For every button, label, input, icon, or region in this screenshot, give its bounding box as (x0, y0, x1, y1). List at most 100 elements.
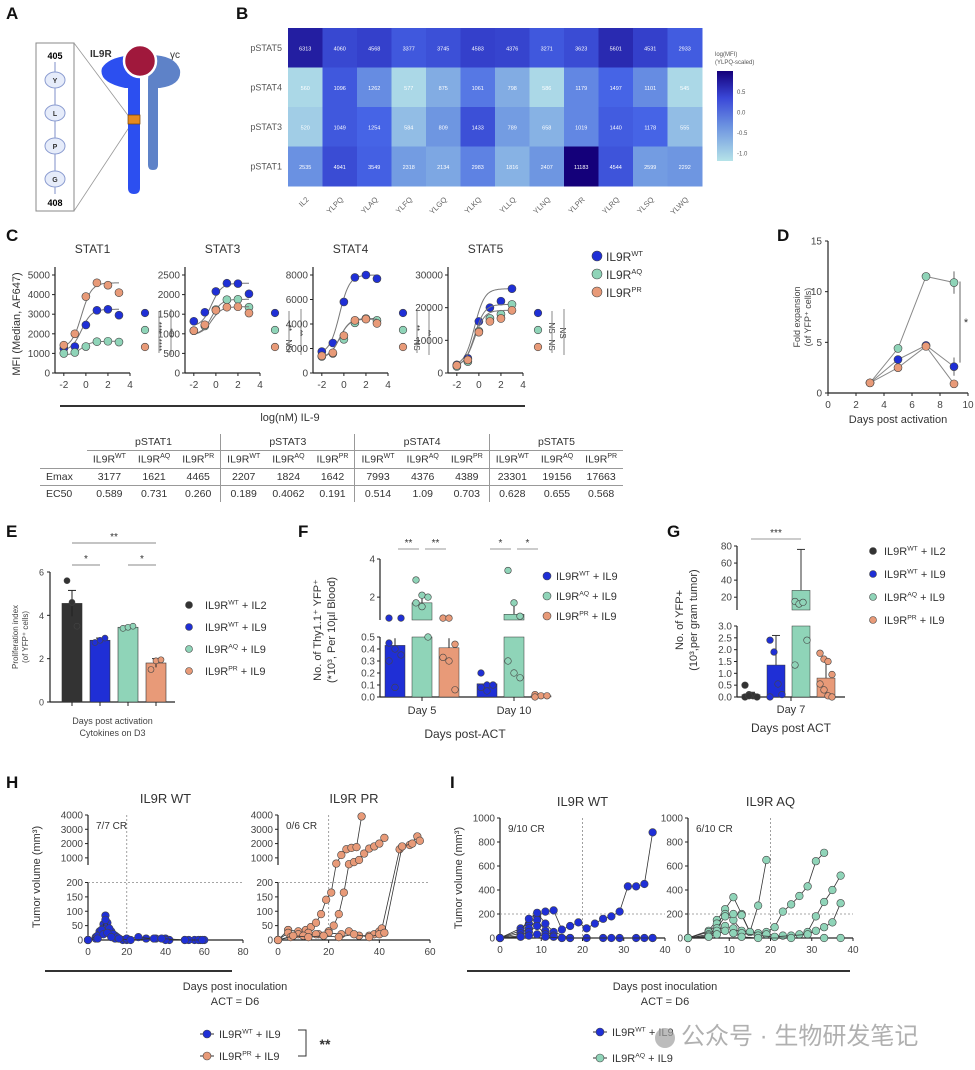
heatmap-cell-value: 809 (439, 125, 448, 131)
y-tick-label: 600 (666, 862, 683, 873)
x-tick-label: 0 (341, 380, 347, 391)
table-cell: 0.4062 (272, 487, 305, 500)
y-tick-label: 0.0 (361, 693, 375, 704)
data-point-pr (233, 302, 243, 312)
data-point (648, 933, 657, 943)
data-point-wt (350, 273, 360, 282)
data-point (273, 935, 283, 945)
data-point-wt (244, 289, 254, 299)
y-tick-label: 3000 (251, 825, 274, 836)
table-cell: 0.589 (96, 487, 123, 500)
data-point (334, 910, 343, 919)
legend-label: IL9RWT + IL2 (205, 600, 267, 612)
data-point (582, 924, 591, 933)
y-axis-title: No. of YFP+ (674, 590, 686, 650)
x-tick-label: 30 (618, 945, 630, 956)
heatmap-cell-value: 586 (542, 86, 551, 92)
panel-label-c: C (6, 226, 19, 245)
heatmap-cell (357, 146, 392, 187)
heatmap-row-label: pSTAT3 (250, 122, 282, 132)
data-point-aq (92, 337, 102, 346)
significance-marker: ** (423, 330, 432, 336)
data-point (129, 622, 137, 630)
data-point-pr (507, 305, 517, 315)
y-tick-label: 50 (72, 921, 84, 932)
y-tick-label: 1.5 (718, 657, 732, 668)
y-tick-label: 1000 (61, 853, 84, 864)
data-point-wt (949, 362, 959, 371)
data-point-pr (452, 361, 462, 370)
significance-marker: ** (110, 532, 118, 543)
significance-marker: * (964, 317, 969, 329)
table-cell: 4376 (400, 467, 445, 486)
y-tick-label: 0 (77, 936, 83, 947)
residue-bubble (44, 137, 66, 155)
x-tick-label: -2 (189, 380, 198, 391)
heatmap-cell (426, 146, 461, 187)
x-tick-label: -2 (59, 380, 68, 391)
tumor-curve (687, 930, 841, 939)
heatmap-cell-value: 3271 (541, 46, 553, 52)
data-point (640, 879, 649, 889)
x-tick-label: 0 (685, 945, 691, 956)
data-point (721, 926, 730, 935)
data-point-aq (81, 342, 91, 351)
data-point (754, 901, 763, 910)
data-point (795, 930, 804, 939)
data-point (543, 692, 551, 700)
cr-annotation: 7/7 CR (96, 821, 127, 832)
significance-marker: *** (165, 328, 174, 337)
data-point-wt (103, 304, 113, 314)
data-point (375, 839, 384, 848)
residue-label: Y (53, 78, 58, 85)
data-point (704, 932, 713, 941)
data-point (477, 669, 485, 677)
legend-label: IL9RAQ + IL9 (556, 591, 617, 603)
data-point (828, 918, 837, 927)
y-tick-label: 2500 (158, 271, 181, 282)
heatmap-cell-value: 3377 (403, 46, 415, 52)
data-point-pr (200, 320, 210, 330)
x-tick-label: 6 (909, 400, 915, 411)
legend-label: IL9RPR + IL9 (556, 611, 617, 623)
x-tick-label: 2 (363, 380, 369, 391)
data-point-pr (496, 314, 506, 323)
heatmap-cell (391, 107, 427, 147)
data-point-wt (339, 297, 349, 307)
heatmap-column-label: YLWQ (669, 195, 691, 217)
heatmap-cell-value: 2318 (403, 165, 415, 171)
legend-dot-wt (140, 308, 150, 318)
residue-bubble (44, 71, 66, 89)
y-tick-label: 10000 (415, 336, 443, 347)
data-point (477, 683, 485, 692)
bar (117, 626, 139, 703)
y-tick-label: 0 (44, 369, 50, 380)
y-tick-label: 2000 (251, 839, 274, 850)
data-point (83, 935, 93, 945)
y-tick-label: 0.4 (361, 645, 375, 656)
heatmap-cell-value: 1096 (334, 86, 346, 92)
heatmap-cell-value: 3549 (368, 165, 380, 171)
legend-dot (595, 1027, 605, 1037)
data-point-pr (474, 327, 484, 337)
data-point (811, 926, 820, 935)
residue-label: G (52, 177, 58, 184)
il9-ligand-icon (122, 43, 158, 79)
legend-dot-aq (398, 325, 408, 335)
x-tick-label: 40 (847, 945, 859, 956)
heatmap-cell (288, 28, 323, 68)
heatmap-cell (495, 146, 530, 187)
heatmap-cell (460, 28, 496, 68)
table-cell: 17663 (579, 467, 624, 486)
y-tick-label: 15 (811, 237, 823, 248)
heatmap-cell (495, 67, 530, 108)
significance-marker: *** (770, 528, 782, 539)
data-point-pr (81, 292, 91, 301)
data-point (574, 918, 583, 927)
table-subcolumn-header: IL9RWT (220, 450, 267, 468)
data-point (741, 681, 749, 689)
significance-marker: ** (432, 538, 440, 549)
bar (503, 636, 525, 698)
data-point-pr (339, 331, 349, 340)
data-point (795, 891, 804, 901)
